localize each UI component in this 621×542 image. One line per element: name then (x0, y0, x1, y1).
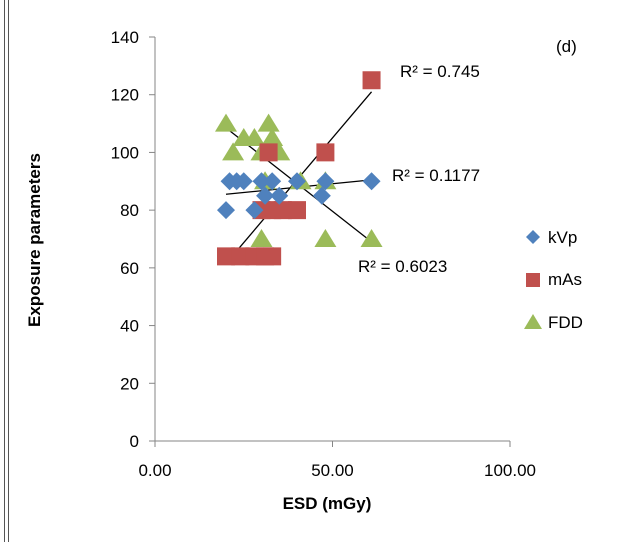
y-tick-label: 80 (120, 201, 139, 220)
data-point-kvp (288, 172, 306, 191)
legend-item-fdd: FDD (524, 313, 583, 332)
y-tick-label: 120 (111, 86, 139, 105)
axes: 0 20 40 60 80 100 120 140 0.00 50.00 100.00 (111, 28, 536, 480)
data-point-mas (231, 247, 250, 266)
legend-marker-mas (526, 273, 540, 287)
data-point-fdd (250, 229, 273, 247)
data-point-kvp (270, 186, 289, 205)
legend-item-mas: mAs (526, 270, 582, 289)
frame-line-left-inner (8, 0, 9, 542)
data-point-kvp (245, 201, 264, 220)
data-markers (215, 71, 383, 266)
y-tick-label: 100 (111, 143, 139, 162)
axis-titles: ESD (mGy) Exposure parameters (25, 153, 371, 513)
data-point-fdd (222, 142, 245, 161)
data-point-kvp (312, 186, 331, 205)
data-point-kvp (234, 172, 253, 191)
legend: kVp mAs FDD (524, 228, 583, 332)
x-tick-label: 100.00 (484, 461, 536, 480)
legend-item-kvp: kVp (526, 228, 577, 247)
legend-label-kvp: kVp (548, 228, 577, 247)
r2-label-fdd: R² = 0.6023 (358, 257, 447, 276)
series-mas (217, 71, 381, 266)
x-axis-title: ESD (mGy) (283, 494, 372, 513)
data-point-mas (316, 143, 335, 162)
frame-line-left (4, 0, 5, 542)
annotations: (d) R² = 0.745 R² = 0.1177 R² = 0.6023 (358, 37, 577, 276)
r2-label-kvp: R² = 0.1177 (392, 166, 480, 185)
legend-marker-kvp (526, 230, 540, 244)
data-point-mas (217, 247, 235, 266)
y-axis-title: Exposure parameters (25, 153, 44, 327)
data-point-fdd (360, 229, 383, 247)
data-point-kvp (316, 172, 335, 191)
x-tick-label: 50.00 (311, 461, 354, 480)
r2-label-mas: R² = 0.745 (400, 62, 480, 81)
data-point-fdd (257, 113, 280, 132)
data-point-mas (263, 247, 282, 266)
data-point-mas (273, 201, 292, 220)
data-point-fdd (215, 113, 237, 132)
panel-label: (d) (556, 37, 577, 56)
data-point-mas (362, 71, 381, 90)
legend-label-mas: mAs (548, 270, 582, 289)
data-point-kvp (252, 172, 271, 191)
data-point-mas (288, 201, 306, 220)
data-point-kvp (217, 201, 235, 220)
series-kvp (217, 172, 381, 220)
y-tick-label: 140 (111, 28, 139, 47)
data-point-kvp (263, 172, 282, 191)
data-point-fdd (314, 229, 337, 247)
y-tick-label: 20 (120, 374, 139, 393)
y-tick-label: 0 (130, 432, 139, 451)
y-tick-label: 60 (120, 259, 139, 278)
data-point-fdd (243, 128, 266, 146)
data-point-kvp (362, 172, 381, 191)
y-tick-label: 40 (120, 317, 139, 336)
data-point-fdd (261, 128, 284, 146)
legend-marker-fdd (524, 314, 542, 329)
data-point-mas (259, 143, 278, 162)
data-point-kvp (256, 186, 275, 205)
legend-label-fdd: FDD (548, 313, 583, 332)
x-tick-label: 0.00 (138, 461, 171, 480)
